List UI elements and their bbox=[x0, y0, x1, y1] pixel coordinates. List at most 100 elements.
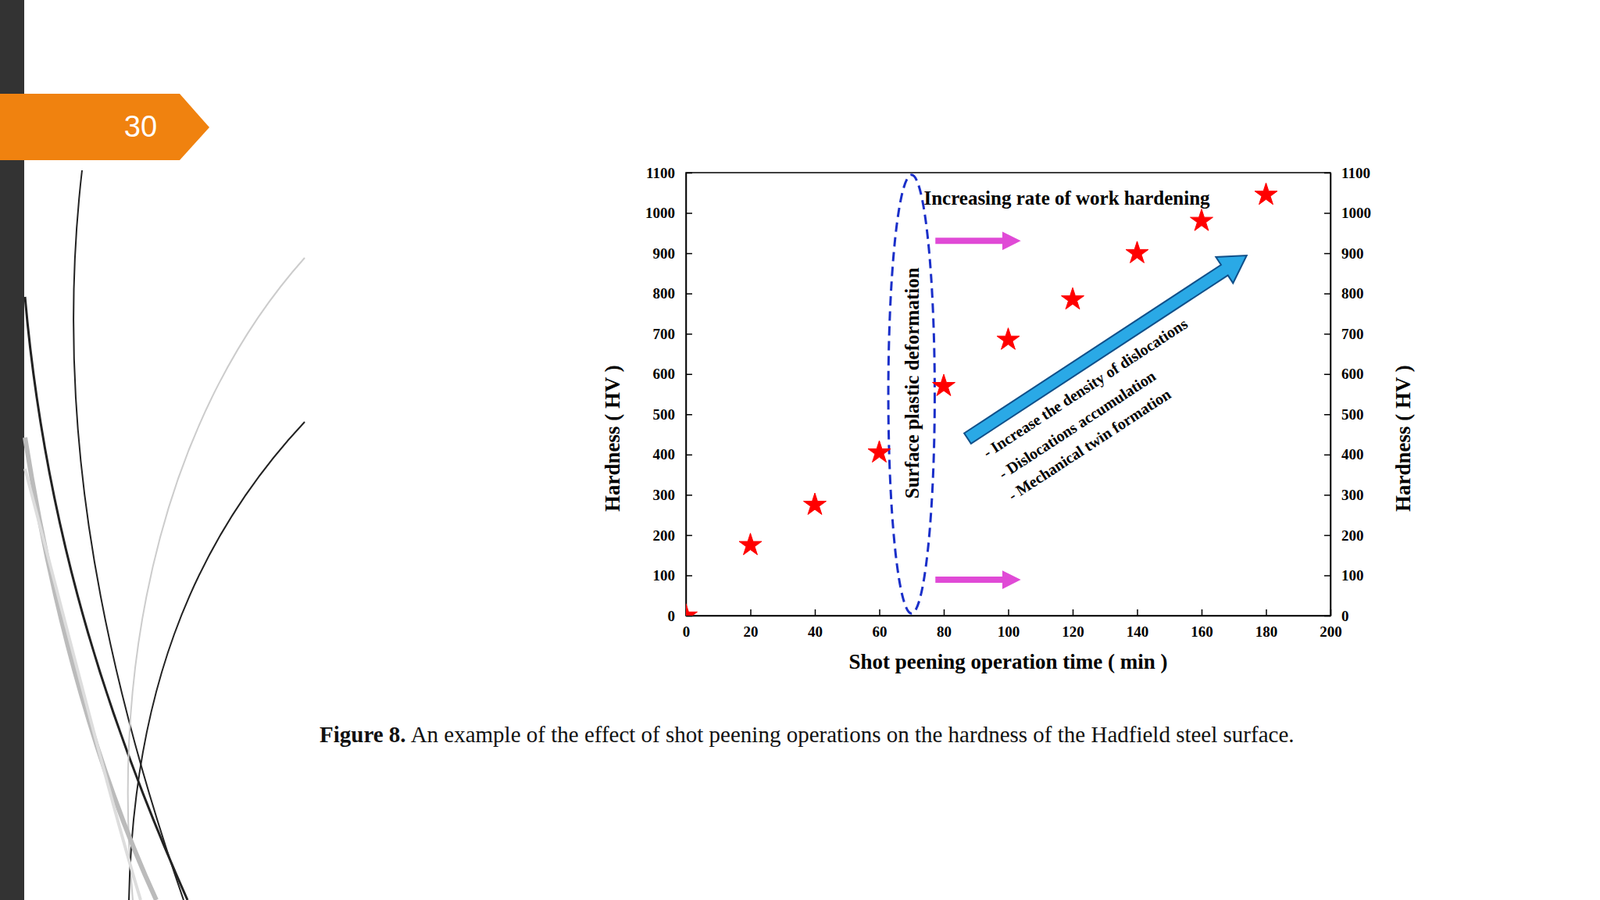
tick-mark bbox=[1324, 172, 1331, 175]
annotation: - Mechanical twin formation bbox=[1004, 385, 1174, 504]
tick-mark bbox=[1324, 615, 1331, 618]
tick-label: 1000 bbox=[1341, 204, 1372, 222]
tick-mark bbox=[685, 212, 693, 215]
tick-mark bbox=[1324, 212, 1331, 215]
tick-label: 100 bbox=[653, 567, 676, 584]
tick: 40 bbox=[807, 609, 823, 640]
tick: 200 bbox=[653, 526, 693, 543]
tick: 80 bbox=[936, 609, 952, 640]
slide: 3002040608010012014016018020001002003004… bbox=[0, 0, 1600, 900]
tick: 180 bbox=[1255, 609, 1279, 640]
tick-label: 300 bbox=[1341, 486, 1365, 504]
slide-number: 30 bbox=[124, 110, 158, 143]
tick-mark bbox=[685, 333, 693, 336]
tick-mark bbox=[1324, 253, 1331, 255]
tick: 100 bbox=[653, 567, 693, 584]
tick-label: 120 bbox=[1061, 623, 1085, 640]
tick-mark bbox=[685, 292, 693, 295]
decor-curve bbox=[25, 437, 157, 900]
point bbox=[932, 374, 956, 397]
tick-mark bbox=[685, 414, 693, 416]
tick-label: 1100 bbox=[646, 164, 675, 182]
tick-mark bbox=[1324, 292, 1331, 295]
tick-label: 800 bbox=[1341, 285, 1365, 302]
tick: 140 bbox=[1126, 609, 1150, 640]
tick-label: 800 bbox=[653, 285, 676, 302]
tick-mark bbox=[1324, 414, 1331, 416]
caption-text: An example of the effect of shot peening… bbox=[410, 721, 1295, 747]
decor-curve bbox=[25, 468, 141, 900]
decor-curve bbox=[128, 421, 305, 900]
blue-arrow bbox=[959, 242, 1256, 452]
tick: 900 bbox=[1324, 245, 1365, 262]
points bbox=[685, 182, 1278, 616]
tick: 900 bbox=[653, 245, 693, 262]
tick: 1100 bbox=[1324, 164, 1371, 182]
tick-label: 1100 bbox=[1341, 164, 1371, 182]
point bbox=[996, 328, 1020, 350]
dashed-ellipse bbox=[888, 175, 935, 614]
magenta-arrow bbox=[935, 237, 1011, 244]
tick-label: 60 bbox=[872, 623, 888, 640]
tick-label: 200 bbox=[1341, 526, 1365, 543]
tick: 500 bbox=[653, 406, 693, 423]
slide-number-tab bbox=[0, 93, 210, 161]
tick-mark bbox=[685, 373, 693, 375]
tick-label: 1000 bbox=[645, 204, 675, 222]
tick-mark bbox=[1324, 494, 1331, 497]
tick-mark bbox=[1007, 609, 1010, 616]
point bbox=[1254, 182, 1278, 205]
y2-axis-title: Hardness ( HV ) bbox=[1391, 364, 1415, 512]
decor-curve bbox=[128, 257, 305, 900]
tick: 400 bbox=[1324, 446, 1365, 463]
caption-label: Figure 8. bbox=[319, 721, 407, 747]
tick-mark bbox=[685, 172, 693, 175]
tick-mark bbox=[814, 609, 817, 616]
tick-label: 200 bbox=[1319, 623, 1343, 640]
tick-label: 900 bbox=[1341, 245, 1365, 262]
tick-mark bbox=[685, 575, 693, 577]
tick-mark bbox=[1324, 535, 1331, 537]
x-axis-title: Shot peening operation time ( min ) bbox=[849, 650, 1168, 674]
tick-label: 0 bbox=[682, 623, 691, 640]
decor-curve bbox=[25, 296, 188, 900]
point bbox=[867, 440, 891, 463]
tick-label: 700 bbox=[653, 325, 676, 343]
tick: 800 bbox=[1324, 285, 1365, 302]
tick: 400 bbox=[653, 446, 693, 463]
tick-label: 900 bbox=[653, 245, 676, 262]
tick-mark bbox=[1324, 333, 1331, 336]
tick-label: 100 bbox=[1341, 567, 1365, 584]
tick-mark bbox=[1324, 575, 1331, 577]
point bbox=[803, 492, 827, 515]
tick: 300 bbox=[1324, 486, 1365, 504]
tick-label: 0 bbox=[667, 607, 676, 625]
tick-label: 600 bbox=[1341, 365, 1365, 383]
point bbox=[1061, 287, 1085, 310]
tick-label: 40 bbox=[807, 623, 823, 640]
point bbox=[739, 533, 762, 556]
tick: 700 bbox=[653, 325, 693, 343]
tick-mark bbox=[943, 609, 946, 616]
plot: 0204060801001201401601802000100200300400… bbox=[645, 164, 1372, 641]
tick-mark bbox=[1201, 609, 1204, 616]
tick: 0 bbox=[1324, 607, 1350, 625]
point bbox=[1190, 209, 1214, 232]
y2-axis: 010020030040050060070080090010001100 bbox=[1324, 164, 1372, 625]
tick-label: 700 bbox=[1341, 325, 1365, 343]
tick-mark bbox=[1265, 609, 1268, 616]
point bbox=[685, 603, 697, 616]
tick-label: 100 bbox=[997, 623, 1021, 640]
y2-axis-line bbox=[1330, 173, 1333, 617]
tick-mark bbox=[1324, 373, 1331, 375]
tick-label: 140 bbox=[1126, 623, 1150, 640]
tick-mark bbox=[878, 609, 881, 616]
tick: 60 bbox=[872, 609, 888, 640]
tick-label: 300 bbox=[653, 486, 676, 504]
tick: 300 bbox=[653, 486, 693, 504]
tick: 600 bbox=[1324, 365, 1365, 383]
tick-label: 400 bbox=[653, 446, 676, 463]
tick-label: 160 bbox=[1190, 623, 1214, 640]
magenta-arrow bbox=[935, 576, 1011, 583]
tick: 120 bbox=[1061, 609, 1085, 640]
